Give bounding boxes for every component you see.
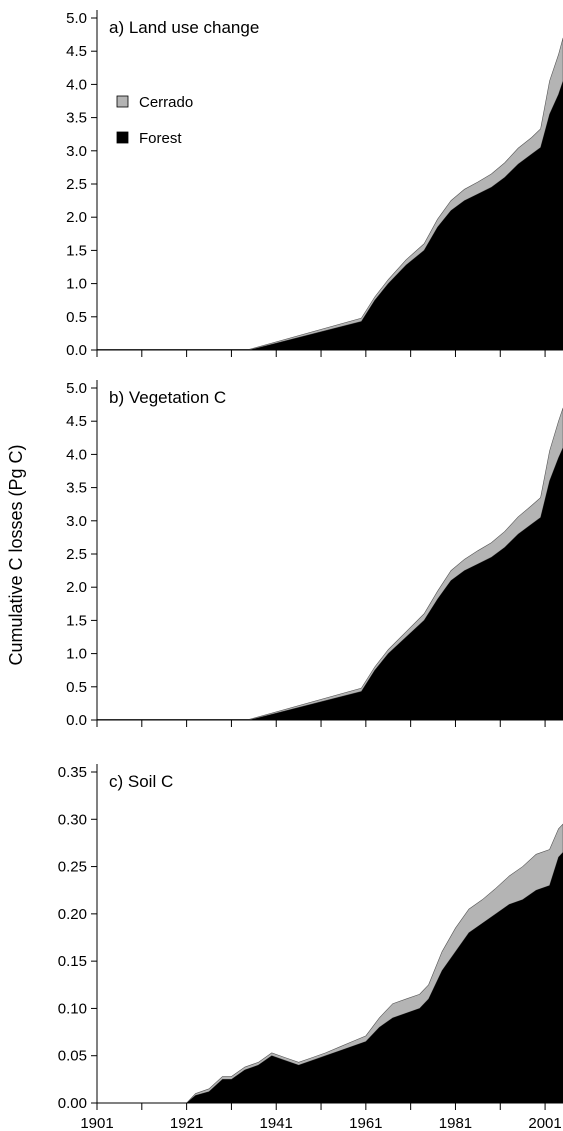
y-tick-label-a: 0.5: [66, 309, 87, 326]
legend-label-forest: Forest: [139, 130, 182, 147]
legend: Cerrado Forest: [116, 94, 193, 147]
y-tick-label-c: 0.35: [58, 764, 87, 781]
panel-c: 0.00 0.05 0.10 0.15 0.20 0.25 0.30 0.35 c) Soil …: [58, 764, 563, 1131]
x-tick-label: 1981: [439, 1115, 472, 1131]
y-tick-label-a: 4.5: [66, 43, 87, 60]
cerrado-area-b: [96, 407, 563, 721]
panels: 0.0 0.5 1.0 1.5 2.0 2.5 3.0 3.5 4.0 4.5 5.0 a) Land…: [58, 10, 563, 1131]
panel-title-c: c) Soil C: [109, 772, 173, 791]
y-tick-label-c: 0.00: [58, 1095, 87, 1112]
legend-swatch-cerrado: [116, 95, 129, 108]
x-tick-label: 1941: [260, 1115, 293, 1131]
y-tick-label-a: 3.5: [66, 110, 87, 127]
y-tick-label-a: 3.0: [66, 143, 87, 160]
y-tick-label-c: 0.10: [58, 1000, 87, 1017]
y-axis-label: Cumulative C losses (Pg C): [6, 444, 26, 665]
y-tick-label-b: 4.5: [66, 413, 87, 430]
x-tick-label: 1901: [80, 1115, 113, 1131]
y-tick-label-b: 1.5: [66, 612, 87, 629]
y-tick-label-b: 3.5: [66, 480, 87, 497]
y-tick-label-a: 4.0: [66, 76, 87, 93]
y-tick-label-c: 0.05: [58, 1048, 87, 1065]
y-tick-label-b: 4.0: [66, 446, 87, 463]
x-tick-label: 1921: [170, 1115, 203, 1131]
panel-title-a: a) Land use change: [109, 18, 259, 37]
y-tick-label-c: 0.20: [58, 906, 87, 923]
x-tick-label: 2001: [528, 1115, 561, 1131]
panel-b: 0.0 0.5 1.0 1.5 2.0 2.5 3.0 3.5 4.0 4.5 5.0 b) Vege…: [66, 380, 563, 729]
y-tick-label-b: 2.5: [66, 546, 87, 563]
y-tick-label-a: 1.0: [66, 276, 87, 293]
legend-swatch-forest: [116, 131, 129, 144]
y-tick-label-c: 0.30: [58, 811, 87, 828]
y-tick-label-c: 0.25: [58, 859, 87, 876]
panel-a: 0.0 0.5 1.0 1.5 2.0 2.5 3.0 3.5 4.0 4.5 5.0 a) Land…: [66, 10, 563, 359]
y-tick-label-b: 5.0: [66, 380, 87, 397]
y-tick-label-b: 0.5: [66, 679, 87, 696]
y-tick-label-a: 5.0: [66, 10, 87, 27]
y-tick-label-b: 3.0: [66, 513, 87, 530]
x-tick-label: 1961: [349, 1115, 382, 1131]
y-tick-label-a: 2.5: [66, 176, 87, 193]
y-tick-label-a: 1.5: [66, 242, 87, 259]
y-tick-label-b: 0.0: [66, 712, 87, 729]
panel-title-b: b) Vegetation C: [109, 388, 226, 407]
y-tick-label-a: 2.0: [66, 209, 87, 226]
forest-area-c: [97, 852, 563, 1103]
y-tick-label-b: 1.0: [66, 646, 87, 663]
forest-area-a: [97, 81, 563, 350]
legend-label-cerrado: Cerrado: [139, 94, 193, 111]
y-tick-label-c: 0.15: [58, 953, 87, 970]
y-tick-label-b: 2.0: [66, 579, 87, 596]
forest-area-b: [97, 447, 563, 720]
y-tick-label-a: 0.0: [66, 342, 87, 359]
